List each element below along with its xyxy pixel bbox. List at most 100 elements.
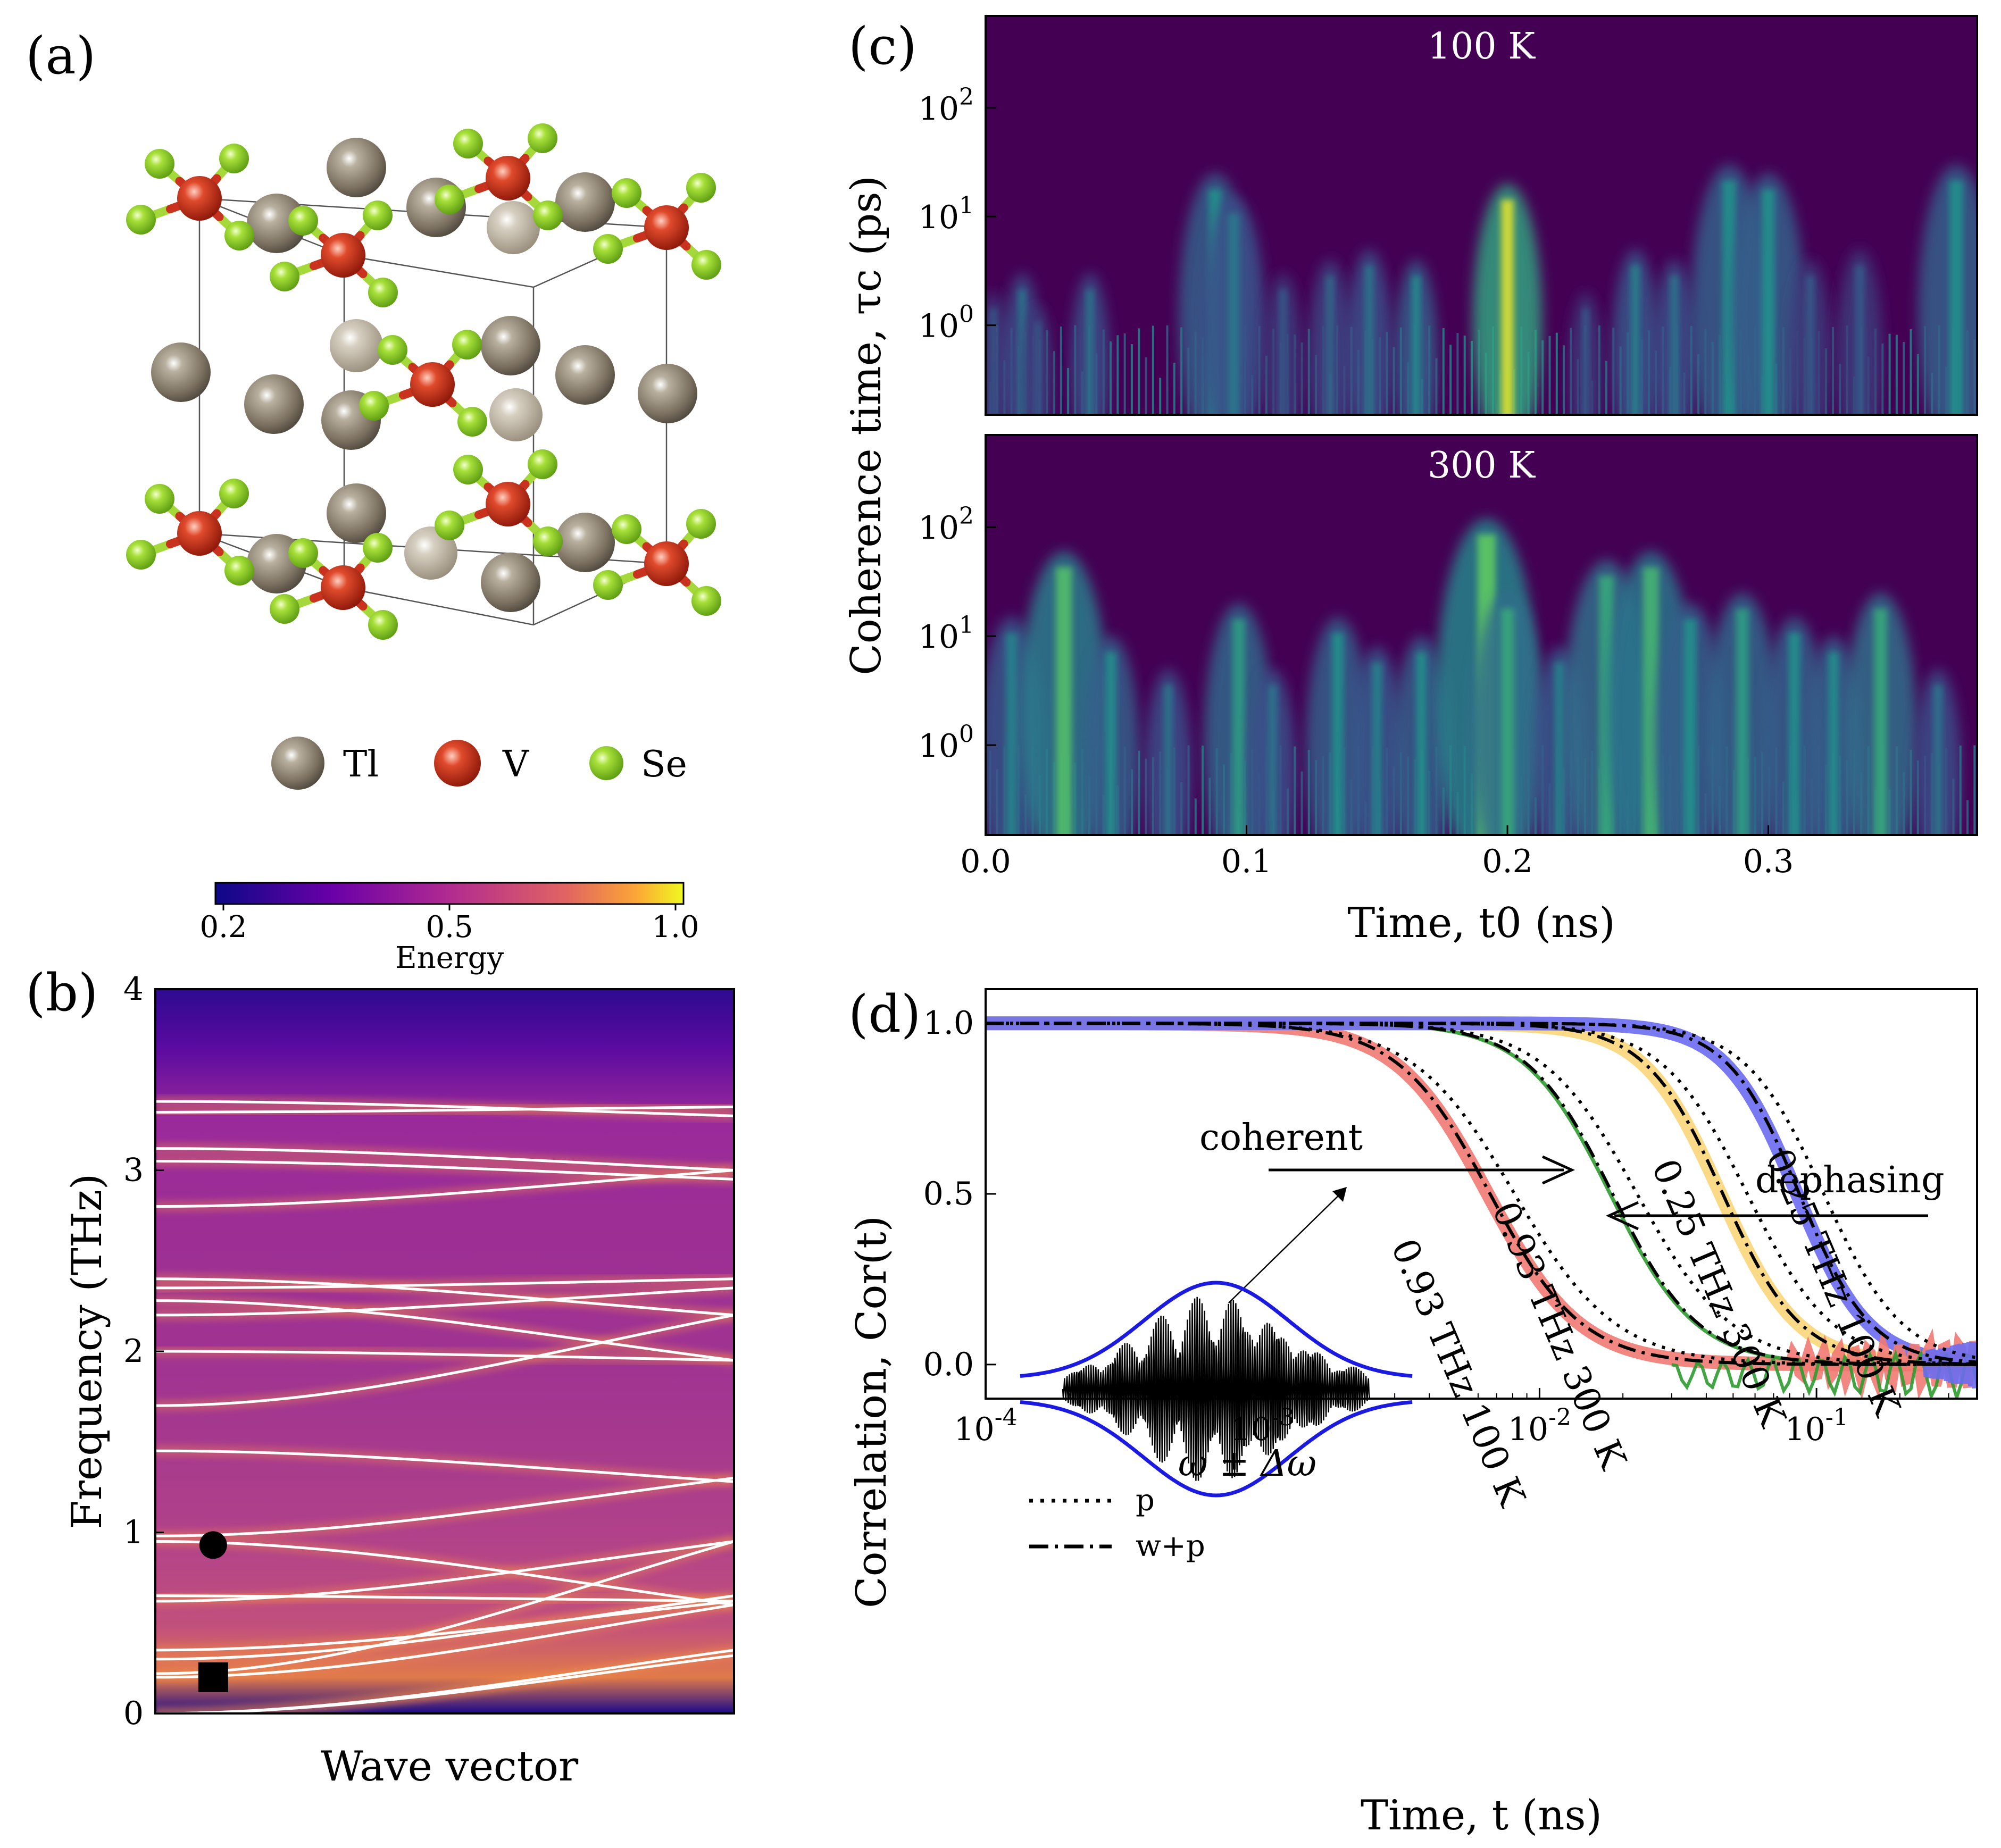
se-atom (457, 407, 487, 437)
c-burst-core (1582, 308, 1589, 415)
se-atom (145, 484, 174, 514)
series-tail-0 (1785, 1328, 1977, 1399)
dispersion-branch (155, 1600, 734, 1652)
series-fit-wp-2 (986, 1022, 1977, 1366)
legend-se-ball (589, 746, 623, 780)
c-fine-stripe (1307, 329, 1310, 415)
v-atom (177, 511, 222, 556)
c-burst-core (1683, 619, 1697, 835)
se-atom (435, 511, 464, 540)
inset-wave (1062, 1297, 1371, 1481)
dispersion-branch (155, 1594, 734, 1603)
d-xtick-label: 10-1 (1785, 1404, 1848, 1448)
c-burst-core (1788, 633, 1800, 835)
se-atom (593, 570, 623, 600)
se-atom (533, 200, 563, 230)
series-fit-p-3 (986, 1022, 1977, 1359)
d-xtick-label: 10-2 (1508, 1404, 1571, 1448)
c-burst-core (1105, 652, 1116, 835)
b-ytick-label: 1 (123, 1514, 144, 1551)
panel-b-yticks: 0 1 2 3 4 (123, 971, 164, 1732)
se-atom (452, 330, 482, 359)
c-fine-stripe (1202, 745, 1204, 835)
structure-legend: Tl V Se (271, 737, 687, 790)
c-fine-stripe (1916, 354, 1919, 415)
c-fine-stripe (1166, 325, 1169, 415)
panel-c-yticks: 100 101 102 100 101 102 (919, 83, 996, 765)
dispersion-branch (155, 1299, 734, 1362)
c-ytick-label: 101 (919, 612, 974, 656)
c-xtick-label: 0.0 (960, 843, 1011, 880)
c-burst-core (1762, 189, 1775, 415)
legend-tl-label: Tl (343, 743, 379, 785)
c-burst-core (1933, 684, 1942, 835)
tl-atom (151, 342, 211, 402)
tl-atom (247, 194, 306, 253)
panel-c-top-frame (985, 15, 1978, 416)
c-ytick-label: 101 (919, 192, 974, 236)
se-atom (686, 173, 716, 203)
c-fine-stripe (1895, 335, 1898, 415)
c-burst-core (1874, 608, 1887, 835)
se-atom (435, 185, 464, 214)
panel-b-xlabel: Wave vector (321, 1743, 579, 1791)
coherent-annotation: coherent (1199, 1117, 1363, 1159)
b-ytick-label: 4 (123, 971, 144, 1008)
c-fine-stripe (1881, 343, 1884, 415)
c-fine-stripe (1393, 347, 1395, 415)
c-fine-stripe (1442, 328, 1445, 415)
se-atom (224, 556, 254, 586)
panel-c-ylabel: Coherence time, τc (ps) (843, 175, 890, 675)
v-atom (486, 156, 530, 200)
c-fine-stripe (1130, 344, 1133, 415)
dispersion-branch (155, 1169, 734, 1208)
c-fine-stripe (1471, 341, 1473, 415)
c-burst-core (1855, 265, 1864, 415)
panel-a-label: (a) (26, 26, 96, 86)
se-atom (612, 178, 641, 208)
tl-atom (327, 138, 386, 197)
c-fine-stripe (1123, 333, 1126, 415)
c-burst-core (1268, 684, 1277, 835)
v-atom (410, 362, 455, 407)
se-atom (363, 200, 393, 230)
series-fit-wp-3 (986, 1022, 1977, 1364)
dephasing-annotation: dephasing (1755, 1159, 1945, 1201)
c-fine-stripe (1067, 367, 1070, 415)
legend-se-label: Se (641, 743, 687, 785)
c-burst-core (1828, 652, 1839, 835)
c-burst-core (1631, 265, 1640, 415)
colorbar-label: Energy (395, 941, 504, 975)
se-atom (593, 234, 623, 264)
panel-d-ylabel: Correlation, Cor(t) (848, 1216, 896, 1608)
dispersion-branch (155, 1350, 734, 1362)
dispersion-branch (155, 1277, 734, 1317)
c-burst-core (1412, 275, 1420, 415)
dispersion-branch (155, 1594, 734, 1661)
c-fine-stripe (1110, 341, 1112, 415)
panel-c-xlabel: Time, t0 (ns) (1347, 899, 1615, 947)
panel-c-top-title: 100 K (1428, 26, 1536, 68)
c-burst-core (1555, 663, 1565, 835)
v-atom (486, 482, 530, 526)
se-atom (219, 479, 249, 508)
inset-envelope-lower (1020, 1400, 1413, 1498)
dispersion-branch (155, 1147, 734, 1172)
c-burst-core (1326, 275, 1334, 415)
c-fine-stripe (1973, 745, 1976, 835)
crystal-structure (126, 123, 721, 640)
c-xtick-label: 0.2 (1482, 843, 1532, 880)
c-burst-core (1736, 608, 1749, 835)
tl-atom (481, 316, 540, 375)
panel-d-xlabel: Time, t (ns) (1361, 1792, 1602, 1839)
tl-atom (489, 388, 543, 441)
se-atom (270, 262, 299, 291)
c-burst-core (1949, 180, 1963, 415)
c-fine-stripe (1548, 336, 1551, 415)
dispersion-branch (155, 1540, 734, 1607)
dephasing-arrowhead (1605, 1201, 1639, 1231)
b-ytick-label: 3 (123, 1152, 144, 1189)
c-burst-core (1670, 275, 1679, 415)
dispersion-branch (155, 1105, 734, 1114)
panel-b-label: (b) (26, 963, 98, 1023)
